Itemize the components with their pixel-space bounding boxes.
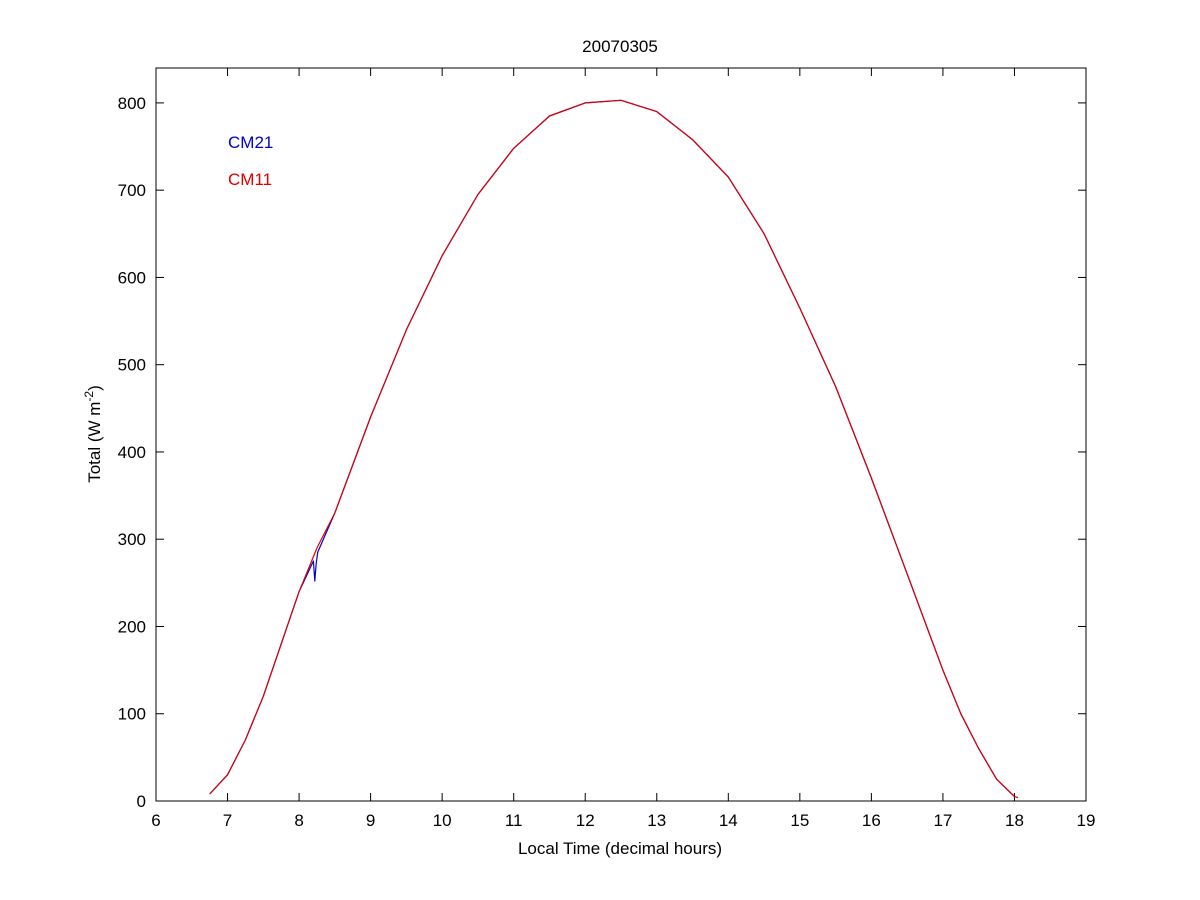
x-tick-label: 16 bbox=[862, 811, 881, 830]
x-tick-label: 15 bbox=[790, 811, 809, 830]
x-tick-label: 8 bbox=[294, 811, 303, 830]
x-axis-label: Local Time (decimal hours) bbox=[518, 839, 722, 858]
y-tick-label: 300 bbox=[118, 530, 146, 549]
x-tick-label: 9 bbox=[366, 811, 375, 830]
series-lines bbox=[209, 99, 1019, 799]
y-axis-label-main: Total (W m bbox=[85, 402, 104, 483]
legend: CM21 CM11 bbox=[228, 133, 273, 189]
y-tick-label: 100 bbox=[118, 705, 146, 724]
axes-box bbox=[155, 67, 1087, 802]
y-tick-label: 400 bbox=[118, 443, 146, 462]
y-tick-label: 600 bbox=[118, 268, 146, 287]
x-tick-label: 12 bbox=[576, 811, 595, 830]
x-tick-label: 10 bbox=[433, 811, 452, 830]
y-tick-label: 800 bbox=[118, 94, 146, 113]
x-tick-label: 17 bbox=[933, 811, 952, 830]
chart-title: 20070305 bbox=[582, 37, 658, 56]
x-tick-label: 6 bbox=[151, 811, 160, 830]
x-axis-ticks: 6 7 8 9 10 11 12 13 14 15 16 17 18 19 bbox=[151, 68, 1095, 830]
x-tick-label: 7 bbox=[223, 811, 232, 830]
x-tick-label: 13 bbox=[647, 811, 666, 830]
y-axis-label-superscript: -2 bbox=[82, 391, 96, 402]
x-tick-label: 18 bbox=[1005, 811, 1024, 830]
y-tick-label: 500 bbox=[118, 356, 146, 375]
legend-entry-cm11: CM11 bbox=[228, 170, 272, 189]
x-tick-label: 14 bbox=[719, 811, 738, 830]
y-axis-label: Total (W m-2) bbox=[82, 385, 104, 483]
series-line-cm11 bbox=[209, 99, 1019, 799]
plot-area bbox=[155, 67, 1087, 802]
x-tick-label: 11 bbox=[505, 811, 523, 830]
y-axis-ticks: 0 100 200 300 400 500 600 700 800 bbox=[118, 94, 1086, 811]
y-tick-label: 0 bbox=[137, 792, 146, 811]
legend-entry-cm21: CM21 bbox=[228, 133, 273, 152]
y-tick-label: 200 bbox=[118, 617, 146, 636]
y-axis-label-tail: ) bbox=[85, 385, 104, 391]
x-tick-label: 19 bbox=[1077, 811, 1096, 830]
y-tick-label: 700 bbox=[118, 181, 146, 200]
